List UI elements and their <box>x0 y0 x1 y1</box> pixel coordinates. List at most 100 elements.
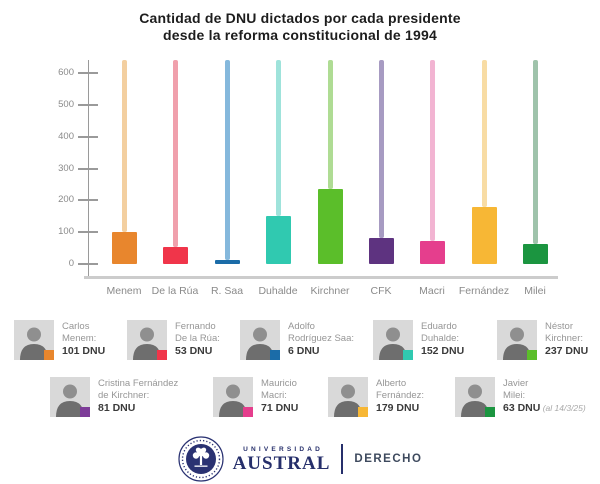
president-name: de Kirchner: <box>98 389 150 401</box>
color-swatch <box>270 350 280 360</box>
person-silhouette-icon <box>497 320 537 360</box>
legend-item: Mauricio Macri: 71 DNU <box>213 377 325 421</box>
president-name: Duhalde: <box>421 332 460 344</box>
president-name: Eduardo <box>421 321 457 332</box>
president-name: Mauricio <box>261 378 297 389</box>
y-tick-label: 0 <box>68 258 74 269</box>
chart-title-line-1: Cantidad de DNU dictados por cada presid… <box>139 10 461 26</box>
chart-title-line-2: desde la reforma constitucional de 1994 <box>163 27 437 43</box>
y-tick-label: 500 <box>58 98 74 110</box>
y-tick <box>78 135 98 138</box>
legend-item: Adolfo Rodríguez Saa: 6 DNU <box>240 320 354 364</box>
bar <box>162 247 188 264</box>
y-tick-label: 100 <box>58 226 74 238</box>
legend-item: Javier Milei: 63 DNU (al 14/3/25) <box>455 377 586 421</box>
legend-item: Carlos Menem: 101 DNU <box>14 320 126 364</box>
logo-department: DERECHO <box>354 453 423 465</box>
bar-chart: 0 100 200 300 400 500 600 Menem De la Rúa R. Saa D… <box>58 60 558 297</box>
logo-university-small: UNIVERSIDAD <box>243 445 324 453</box>
president-photo <box>328 377 368 417</box>
president-photo <box>14 320 54 360</box>
y-tick <box>78 103 98 106</box>
president-name: De la Rúa: <box>175 332 220 344</box>
logo-seal-icon <box>177 436 224 482</box>
president-photo <box>127 320 167 360</box>
logo-divider <box>341 444 344 474</box>
president-photo <box>240 320 280 360</box>
dnu-count: 81 DNU <box>98 402 136 414</box>
y-tick-label: 400 <box>58 130 74 142</box>
bar-stem <box>327 60 333 189</box>
dnu-note: (al 14/3/25) <box>540 403 586 413</box>
y-tick-label: 600 <box>58 67 74 78</box>
legend-text: Alberto Fernández: 179 DNU <box>376 378 486 415</box>
x-axis <box>84 276 558 279</box>
legend-item: Alberto Fernández: 179 DNU <box>328 377 440 421</box>
bar <box>368 238 394 264</box>
tree-icon <box>192 447 209 467</box>
president-name: Macri: <box>261 389 287 401</box>
color-swatch <box>403 350 413 360</box>
x-axis-label: Fernández <box>458 285 510 297</box>
logo-university-name: AUSTRAL <box>232 452 331 474</box>
legend-item: Néstor Kirchner: 237 DNU <box>497 320 600 364</box>
president-name: Fernando <box>175 321 216 332</box>
y-tick <box>78 72 98 74</box>
color-swatch <box>485 407 495 417</box>
x-axis-label: Milei <box>524 285 546 297</box>
y-tick <box>78 263 98 265</box>
color-swatch <box>80 407 90 417</box>
x-axis-label: Duhalde <box>258 285 298 297</box>
person-silhouette-icon <box>328 377 368 417</box>
bar-stem <box>429 60 435 242</box>
legend-text: Néstor Kirchner: 237 DNU <box>545 321 600 358</box>
president-name: Carlos <box>62 321 90 332</box>
president-name: Javier <box>503 378 529 389</box>
president-photo <box>50 377 90 417</box>
color-swatch <box>243 407 253 417</box>
president-photo <box>213 377 253 417</box>
legend-text: Adolfo Rodríguez Saa: 6 DNU <box>288 321 398 358</box>
x-axis-label: Macri <box>419 285 445 297</box>
legend-text: Fernando De la Rúa: 53 DNU <box>175 321 285 358</box>
legend-text: Javier Milei: 63 DNU (al 14/3/25) <box>503 378 600 415</box>
logo-wordmark: UNIVERSIDAD AUSTRAL <box>233 446 331 473</box>
president-photo <box>455 377 495 417</box>
dnu-count: 71 DNU <box>261 402 299 414</box>
bar <box>471 207 497 264</box>
y-tick-label: 300 <box>58 162 74 174</box>
legend-text: Mauricio Macri: 71 DNU <box>261 378 371 415</box>
legend-item: Eduardo Duhalde: 152 DNU <box>373 320 485 364</box>
y-tick <box>78 199 98 202</box>
bar <box>317 188 343 264</box>
dnu-count: 179 DNU <box>376 402 420 414</box>
x-axis-label: Menem <box>106 285 142 297</box>
legend-item: Fernando De la Rúa: 53 DNU <box>127 320 239 364</box>
president-name: Kirchner: <box>545 332 584 344</box>
x-axis-label: R. Saa <box>210 285 244 297</box>
bar-stem <box>275 60 281 216</box>
bar-stem <box>378 60 384 239</box>
dnu-count: 6 DNU <box>288 345 320 357</box>
color-swatch <box>527 350 537 360</box>
y-tick <box>78 231 98 234</box>
dnu-count: 237 DNU <box>545 345 589 357</box>
president-name: Adolfo <box>288 321 315 332</box>
dnu-count: 101 DNU <box>62 345 106 357</box>
dnu-count: 152 DNU <box>421 345 465 357</box>
color-swatch <box>358 407 368 417</box>
bar-stem <box>172 60 178 248</box>
bar <box>111 231 137 264</box>
dnu-count: 53 DNU <box>175 345 213 357</box>
president-name: Alberto <box>376 378 407 389</box>
chart-title: Cantidad de DNU dictados por cada presid… <box>0 10 600 44</box>
president-name: Milei: <box>503 389 526 401</box>
dnu-count: 63 DNU (al 14/3/25) <box>503 402 586 414</box>
legend-text: Carlos Menem: 101 DNU <box>62 321 172 358</box>
y-tick-label: 200 <box>58 194 74 206</box>
bar-stem <box>532 60 538 244</box>
bar <box>265 215 291 264</box>
color-swatch <box>44 350 54 360</box>
bar-stem <box>481 60 487 208</box>
bar-stem <box>121 60 127 232</box>
